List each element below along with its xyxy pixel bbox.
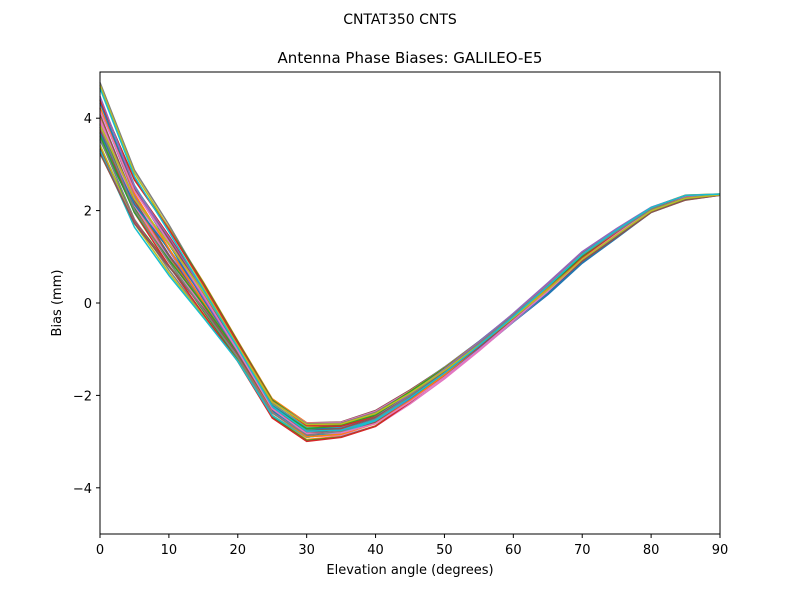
y-tick-label: −2 — [73, 389, 92, 404]
series-line — [99, 99, 721, 427]
y-tick-label: 0 — [84, 297, 92, 312]
x-axis-label: Elevation angle (degrees) — [326, 563, 493, 578]
series-line — [99, 124, 721, 426]
x-tick-label: 80 — [643, 543, 660, 558]
y-tick-label: 4 — [84, 112, 92, 127]
series-line — [99, 100, 721, 425]
series-line — [99, 100, 721, 426]
x-tick-label: 30 — [298, 543, 315, 558]
y-tick-label: 2 — [84, 205, 92, 220]
y-tick-label: −4 — [73, 482, 92, 497]
chart-suptitle: CNTAT350 CNTS — [343, 12, 457, 28]
x-tick-label: 90 — [712, 543, 729, 558]
series-lines — [99, 82, 721, 443]
series-line — [99, 126, 721, 436]
y-axis-label: Bias (mm) — [50, 270, 65, 337]
x-tick-label: 0 — [96, 543, 104, 558]
x-axis-ticks: 0 10 20 30 40 50 60 70 80 90 — [96, 534, 728, 558]
x-tick-label: 50 — [436, 543, 453, 558]
plot-frame — [99, 71, 721, 535]
x-tick-label: 10 — [161, 543, 178, 558]
chart-title: Antenna Phase Biases: GALILEO-E5 — [278, 49, 543, 67]
x-tick-label: 40 — [367, 543, 384, 558]
series-line — [99, 96, 721, 433]
series-line — [99, 82, 721, 429]
x-tick-label: 20 — [230, 543, 247, 558]
x-tick-label: 70 — [574, 543, 591, 558]
x-tick-label: 60 — [505, 543, 522, 558]
series-line — [99, 109, 721, 433]
y-axis-ticks: −4 −2 0 2 4 — [73, 112, 100, 497]
series-line — [99, 84, 721, 431]
series-line — [99, 88, 721, 432]
series-line — [99, 110, 721, 435]
